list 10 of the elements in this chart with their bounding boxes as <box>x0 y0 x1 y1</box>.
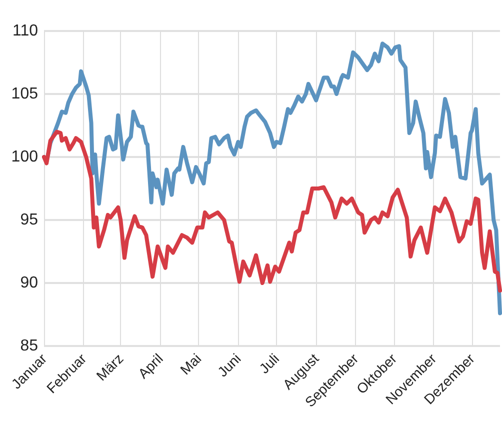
y-tick-label: 85 <box>20 338 38 354</box>
line-series <box>42 130 502 293</box>
y-tick-label: 100 <box>11 148 38 166</box>
y-tick-label: 90 <box>20 274 38 292</box>
x-tick-label: Juni <box>214 350 244 380</box>
x-tick-label: Mai <box>176 350 204 378</box>
y-tick-label: 110 <box>12 22 38 40</box>
x-tick-label: Juli <box>256 350 282 376</box>
y-tick-label: 105 <box>11 86 38 102</box>
y-tick-label: 95 <box>20 212 38 228</box>
